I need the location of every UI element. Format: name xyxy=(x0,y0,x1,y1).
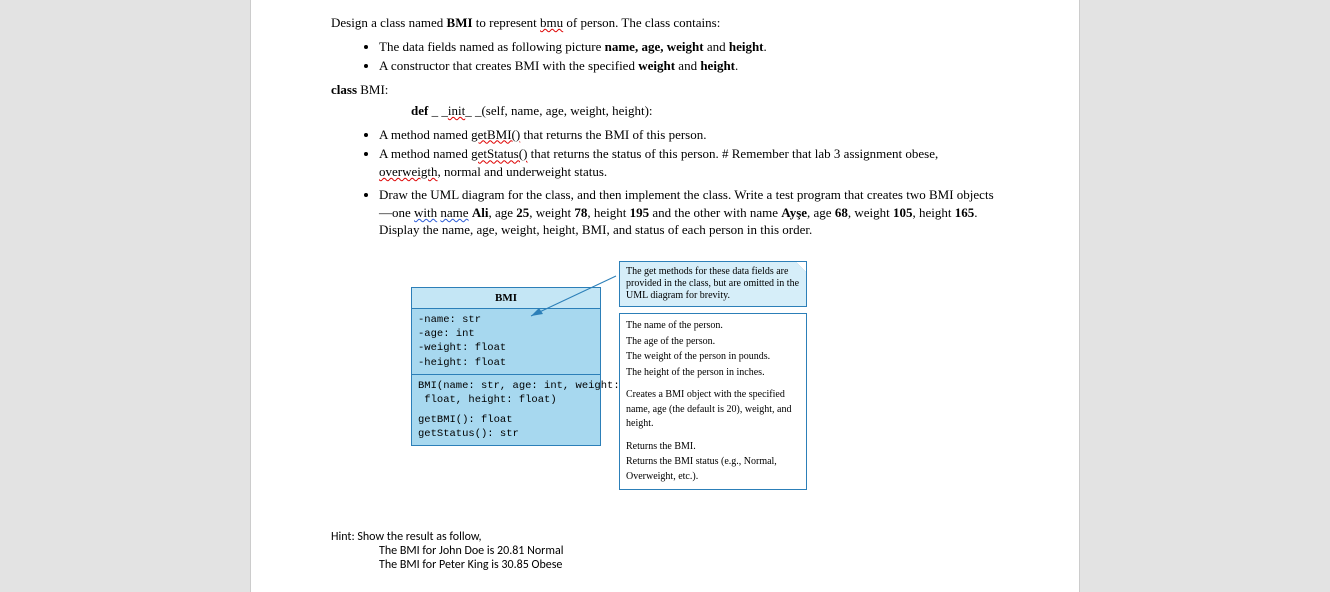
desc-row: Creates a BMI object with the specified … xyxy=(626,388,800,432)
text: to represent xyxy=(473,15,541,30)
spellcheck-word: overweigth xyxy=(379,164,437,179)
uml-note-box: The get methods for these data fields ar… xyxy=(619,261,807,307)
text: _ _ xyxy=(465,103,481,118)
text: , height xyxy=(912,205,954,220)
text: , age xyxy=(488,205,516,220)
text: that returns the status of this person. … xyxy=(527,146,938,161)
text: A method named xyxy=(379,146,471,161)
text: A constructor that creates BMI with the … xyxy=(379,58,638,73)
document-page: Design a class named BMI to represent bm… xyxy=(250,0,1080,592)
bullet-list-3: Draw the UML diagram for the class, and … xyxy=(331,186,999,239)
text-bold: name, age, weight xyxy=(605,39,704,54)
spellcheck-word: init xyxy=(448,103,465,118)
list-item: A constructor that creates BMI with the … xyxy=(379,57,999,75)
text: , normal and underweight status. xyxy=(437,164,607,179)
text-bold: 68 xyxy=(835,205,848,220)
uml-fields-section: -name: str -age: int -weight: float -hei… xyxy=(412,309,600,374)
hint-label: Hint: Show the result as follow, xyxy=(331,530,999,544)
text: that returns the BMI of this person. xyxy=(520,127,706,142)
def-line: def _ _init_ _(self, name, age, weight, … xyxy=(331,102,999,120)
text-bold: 78 xyxy=(574,205,587,220)
desc-row: The name of the person. xyxy=(626,319,800,334)
list-item: Draw the UML diagram for the class, and … xyxy=(379,186,999,239)
text: (self, name, age, weight, height): xyxy=(481,103,652,118)
desc-row: The height of the person in inches. xyxy=(626,366,800,381)
list-item: A method named getStatus() that returns … xyxy=(379,145,999,180)
hint-line: The BMI for Peter King is 30.85 Obese xyxy=(379,558,999,572)
text-bold: 195 xyxy=(630,205,650,220)
list-item: The data fields named as following pictu… xyxy=(379,38,999,56)
intro-paragraph: Design a class named BMI to represent bm… xyxy=(331,14,999,32)
spellcheck-word: getBMI() xyxy=(471,127,520,142)
keyword: class xyxy=(331,82,357,97)
text-bold: weight xyxy=(638,58,675,73)
desc-row: The age of the person. xyxy=(626,335,800,350)
text: BMI: xyxy=(357,82,388,97)
bullet-list-2: A method named getBMI() that returns the… xyxy=(331,126,999,181)
text: _ _ xyxy=(428,103,448,118)
text-bold: 165 xyxy=(955,205,975,220)
text: of person. The class contains: xyxy=(563,15,720,30)
text: , height xyxy=(587,205,629,220)
grammar-word: name xyxy=(440,205,468,220)
grammar-word: with xyxy=(414,205,437,220)
text-bold: height xyxy=(700,58,735,73)
text: and xyxy=(675,58,700,73)
desc-row: Returns the BMI. xyxy=(626,440,800,455)
desc-row: Returns the BMI status (e.g., Normal, Ov… xyxy=(626,455,800,484)
list-item: A method named getBMI() that returns the… xyxy=(379,126,999,144)
keyword: def xyxy=(411,103,428,118)
hint-line: The BMI for John Doe is 20.81 Normal xyxy=(379,544,999,558)
text: and the other with name xyxy=(649,205,781,220)
text-bold: height xyxy=(729,39,764,54)
text: , age xyxy=(807,205,835,220)
text-bold: Ayşe xyxy=(781,205,807,220)
uml-methods-section: BMI(name: str, age: int, weight: float, … xyxy=(412,374,600,446)
text: . xyxy=(735,58,738,73)
spellcheck-word: getStatus() xyxy=(471,146,527,161)
uml-ctor: BMI(name: str, age: int, weight: float, … xyxy=(418,379,594,407)
uml-description-column: The get methods for these data fields ar… xyxy=(619,261,807,490)
text-bold: 25 xyxy=(516,205,529,220)
uml-methods: getBMI(): float getStatus(): str xyxy=(418,413,594,441)
text: and xyxy=(704,39,729,54)
class-def-line: class BMI: xyxy=(331,81,999,99)
spellcheck-word: bmu xyxy=(540,15,563,30)
uml-class-box: BMI -name: str -age: int -weight: float … xyxy=(411,287,601,446)
text: The data fields named as following pictu… xyxy=(379,39,605,54)
text-bold: Ali xyxy=(472,205,489,220)
text: Design a class named xyxy=(331,15,447,30)
text: , weight xyxy=(529,205,574,220)
desc-row: The weight of the person in pounds. xyxy=(626,350,800,365)
text: , weight xyxy=(848,205,893,220)
text-bold: 105 xyxy=(893,205,913,220)
text: . xyxy=(764,39,767,54)
text: A method named xyxy=(379,127,471,142)
uml-class-title: BMI xyxy=(412,288,600,309)
uml-diagram: BMI -name: str -age: int -weight: float … xyxy=(411,261,999,490)
bullet-list-1: The data fields named as following pictu… xyxy=(331,38,999,75)
text-bold: BMI xyxy=(447,15,473,30)
hint-section: Hint: Show the result as follow, The BMI… xyxy=(331,530,999,572)
uml-description-box: The name of the person. The age of the p… xyxy=(619,313,807,490)
